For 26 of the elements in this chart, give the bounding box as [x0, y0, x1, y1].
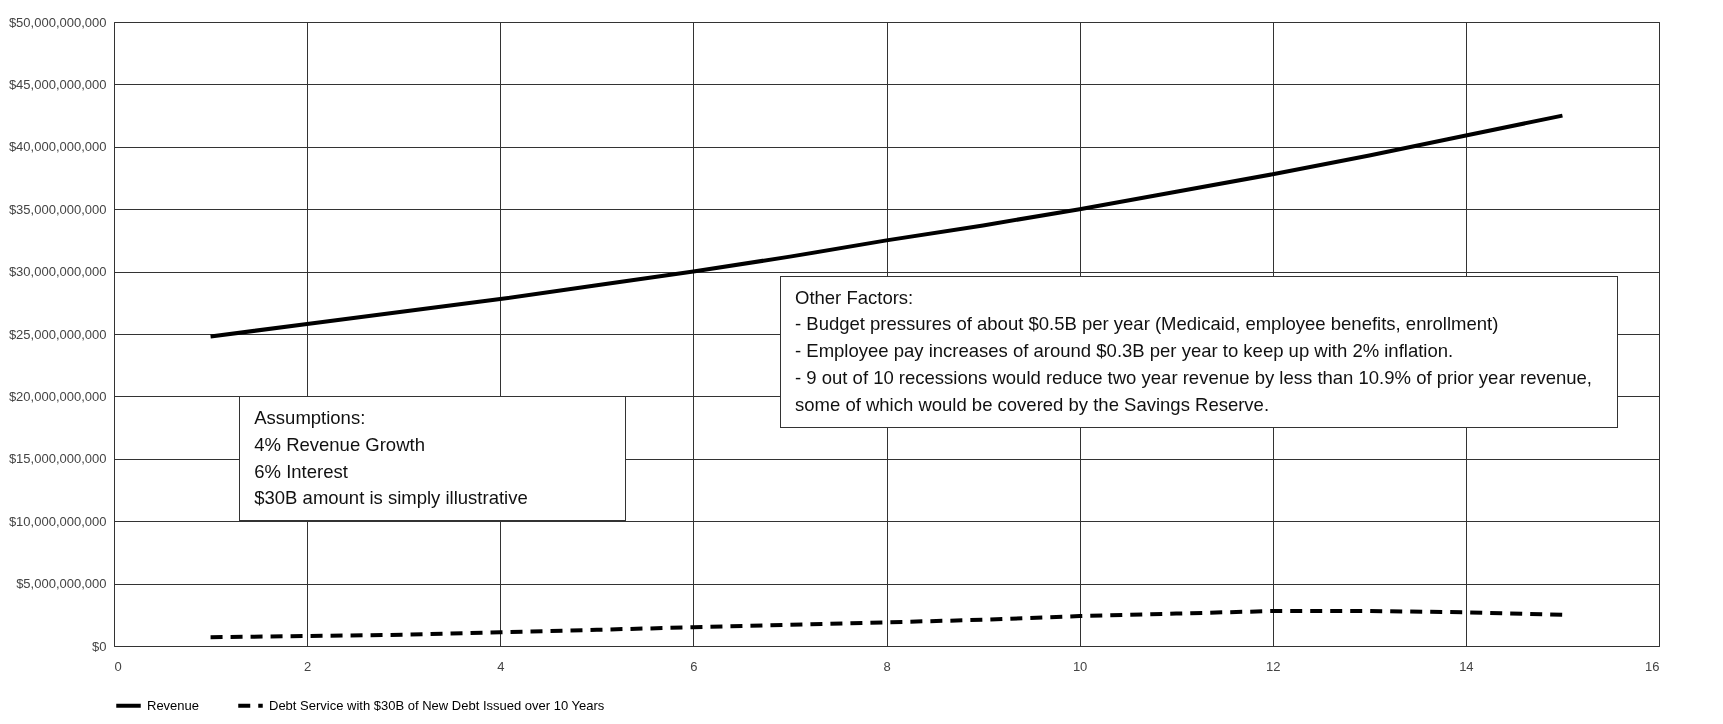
x-tick-label: 0 — [114, 658, 122, 674]
x-tick-label: 12 — [1266, 658, 1281, 674]
line-series — [208, 113, 1565, 339]
y-tick-label: $10,000,000,000 — [8, 513, 107, 529]
y-tick-label: $50,000,000,000 — [8, 14, 107, 30]
x-tick-label: 14 — [1459, 658, 1474, 674]
x-tick-label: 10 — [1072, 658, 1088, 674]
x-tick-label: 6 — [690, 658, 698, 674]
y-tick-label: $35,000,000,000 — [8, 201, 107, 217]
y-tick-label: $5,000,000,000 — [16, 576, 107, 592]
x-tick-label: 2 — [304, 658, 312, 674]
y-tick-label: $15,000,000,000 — [8, 451, 107, 467]
x-tick-label: 8 — [883, 658, 891, 674]
y-tick-label: $45,000,000,000 — [8, 76, 107, 92]
text-box: Other Factors: - Budget pressures of about $0.5B per year (Medicaid, employee benefits, enrollment) - Employee pay increases of around $0.3B per year to keep up with 2% inflation. - 9 out of 10 recessions would reduce two year revenue by less than 10.9% of prior year revenue, some of which would be covered by the Savings Reserve. — [780, 275, 1619, 428]
y-tick-label: $40,000,000,000 — [8, 139, 107, 155]
x-tick-label: 16 — [1645, 658, 1660, 674]
y-tick-label: $30,000,000,000 — [8, 264, 107, 280]
legend-label: Debt Service with $30B of New Debt Issued over 10 Years — [269, 697, 605, 713]
y-tick-label: $0 — [92, 638, 107, 654]
legend-label: Revenue — [147, 697, 200, 713]
y-tick-label: $25,000,000,000 — [8, 326, 107, 342]
y-tick-label: $20,000,000,000 — [8, 388, 107, 404]
x-tick-label: 4 — [497, 658, 505, 674]
text-box: Assumptions: 4% Revenue Growth 6% Interest $30B amount is simply illustrative — [239, 396, 627, 522]
line-series — [208, 609, 1565, 640]
